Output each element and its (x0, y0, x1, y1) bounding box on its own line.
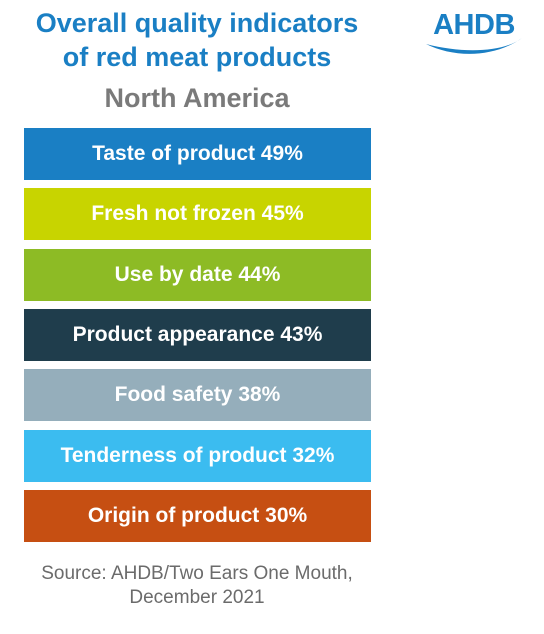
indicator-bar: Tenderness of product 32% (24, 430, 371, 482)
indicator-bar: Use by date 44% (24, 249, 371, 301)
swoosh-icon (426, 38, 522, 54)
source-line-1: Source: AHDB/Two Ears One Mouth, (41, 563, 353, 584)
indicator-bar: Food safety 38% (24, 369, 371, 421)
source-note: Source: AHDB/Two Ears One Mouth, Decembe… (0, 562, 394, 610)
region-subtitle: North America (104, 83, 290, 113)
indicator-label: Product appearance 43% (72, 323, 323, 346)
indicator-bar: Fresh not frozen 45% (24, 188, 371, 240)
indicator-bar: Taste of product 49% (24, 128, 371, 180)
ahdb-logo: AHDB (424, 8, 524, 60)
indicator-label: Taste of product 49% (92, 142, 303, 165)
indicator-label: Tenderness of product 32% (60, 444, 335, 467)
indicator-label: Use by date 44% (114, 263, 281, 286)
indicator-bar: Origin of product 30% (24, 490, 371, 542)
title-line-2: of red meat products (62, 42, 332, 72)
indicator-label: Food safety 38% (114, 383, 281, 406)
logo-text: AHDB (433, 9, 515, 41)
indicator-label: Fresh not frozen 45% (91, 202, 304, 225)
page-title: Overall quality indicators of red meat p… (0, 6, 394, 74)
source-line-2: December 2021 (129, 587, 265, 608)
title-line-1: Overall quality indicators (35, 8, 359, 38)
indicator-bar: Product appearance 43% (24, 309, 371, 361)
indicator-label: Origin of product 30% (87, 504, 308, 527)
